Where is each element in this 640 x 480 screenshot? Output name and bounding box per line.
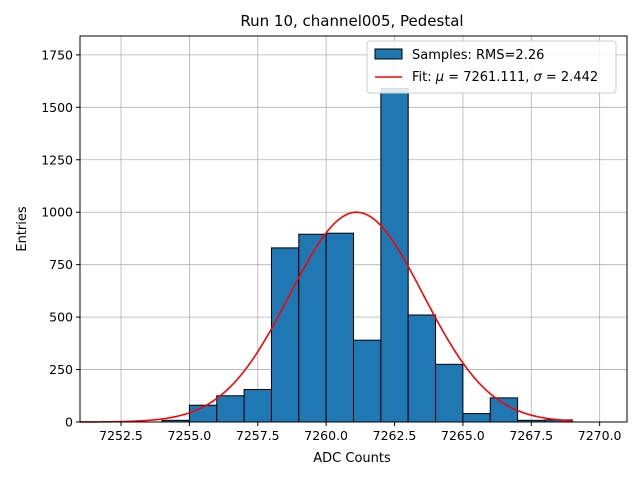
plot-frame xyxy=(79,35,628,423)
y-tick-label: 750 xyxy=(49,257,73,272)
x-tick-label: 7252.5 xyxy=(99,428,143,443)
histogram-bar xyxy=(462,413,491,423)
x-tick-label: 7260.0 xyxy=(304,428,348,443)
y-axis-title: Entries xyxy=(15,206,30,252)
legend-samples-label: Samples: RMS=2.26 xyxy=(412,48,544,63)
y-tick-label: 0 xyxy=(65,415,73,430)
histogram-bar xyxy=(298,233,327,423)
y-tick-label: 1000 xyxy=(41,205,73,220)
y-tick-label: 1500 xyxy=(41,100,73,115)
histogram-bar xyxy=(216,395,245,423)
legend-samples-swatch xyxy=(374,48,403,60)
x-tick-label: 7262.5 xyxy=(373,428,417,443)
y-axis-ticks: 0 250 500 750 1000 1250 1500 1750 xyxy=(41,47,80,430)
histogram-bar xyxy=(353,339,382,423)
histogram-bars xyxy=(161,87,573,423)
legend-box xyxy=(366,40,617,94)
y-tick-label: 500 xyxy=(49,310,73,325)
x-tick-label: 7265.0 xyxy=(441,428,485,443)
y-tick-label: 1750 xyxy=(41,47,73,62)
y-tick-label: 250 xyxy=(49,362,73,377)
histogram-bar xyxy=(243,388,272,423)
fit-curve xyxy=(79,211,573,423)
histogram-bar xyxy=(270,247,300,423)
x-axis-ticks: 7252.5 7255.0 7257.5 7260.0 7262.5 7265.0 7267… xyxy=(99,422,622,443)
histogram-bar xyxy=(489,397,519,423)
histogram-bar xyxy=(380,87,409,423)
histogram-bar xyxy=(435,363,464,423)
histogram-bar xyxy=(325,232,354,423)
x-tick-label: 7270.0 xyxy=(578,428,622,443)
histogram-bar xyxy=(407,314,437,423)
fit-curve-layer xyxy=(79,211,573,423)
legend-fit-label: Fit: μ = 7261.111, σ = 2.442 xyxy=(412,70,598,85)
x-tick-label: 7257.5 xyxy=(236,428,280,443)
x-axis-title: ADC Counts xyxy=(313,451,391,466)
legend: Samples: RMS=2.26 Fit: μ = 7261.111, σ =… xyxy=(366,40,617,94)
x-tick-label: 7255.0 xyxy=(168,428,212,443)
x-tick-label: 7267.5 xyxy=(509,428,553,443)
chart-title: Run 10, channel005, Pedestal xyxy=(240,12,463,30)
y-tick-label: 1250 xyxy=(41,152,73,167)
